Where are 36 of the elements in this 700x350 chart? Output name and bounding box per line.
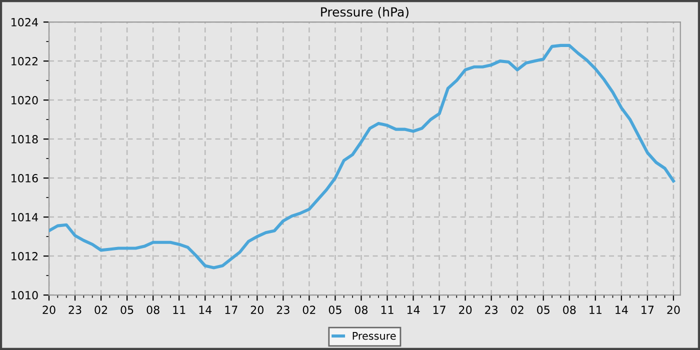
x-tick-label: 23 xyxy=(68,306,82,314)
y-tick-label: 1016 xyxy=(12,174,38,182)
x-tick-label: 20 xyxy=(459,306,472,314)
y-tick-label: 1018 xyxy=(12,135,38,144)
x-tick-label: 20 xyxy=(42,306,56,314)
x-tick-label: 02 xyxy=(94,306,107,314)
x-tick-label: 02 xyxy=(511,306,524,314)
y-tick-label: 1012 xyxy=(12,252,38,260)
x-tick-label: 23 xyxy=(276,306,290,314)
x-tick-label: 08 xyxy=(563,306,576,314)
x-tick-label: 11 xyxy=(381,306,394,314)
x-tick-label: 14 xyxy=(616,306,628,314)
chart-title: Pressure (hPa) xyxy=(321,6,408,18)
x-tick-label: 02 xyxy=(302,306,316,314)
x-tick-label: 20 xyxy=(250,306,264,314)
x-tick-label: 11 xyxy=(590,306,602,314)
y-tick-label: 1014 xyxy=(12,213,38,222)
x-tick-label: 08 xyxy=(146,306,160,314)
x-tick-label: 05 xyxy=(328,306,342,314)
y-tick-label: 1022 xyxy=(12,57,38,66)
x-tick-label: 05 xyxy=(537,306,550,314)
legend-label: Pressure xyxy=(352,332,396,340)
x-tick-label: 14 xyxy=(407,306,420,314)
x-tick-label: 23 xyxy=(485,306,498,314)
x-tick-label: 08 xyxy=(354,306,368,314)
y-tick-label: 1020 xyxy=(12,96,38,104)
x-tick-label: 20 xyxy=(667,306,680,314)
x-tick-label: 14 xyxy=(199,306,212,314)
x-tick-label: 11 xyxy=(173,306,186,314)
y-tick-label: 1024 xyxy=(12,18,38,26)
x-tick-label: 17 xyxy=(642,306,654,314)
y-tick-label: 1010 xyxy=(12,291,38,300)
x-tick-label: 05 xyxy=(120,306,134,314)
x-tick-label: 17 xyxy=(225,306,238,314)
line-series xyxy=(49,44,675,270)
x-tick-label: 17 xyxy=(433,306,446,314)
